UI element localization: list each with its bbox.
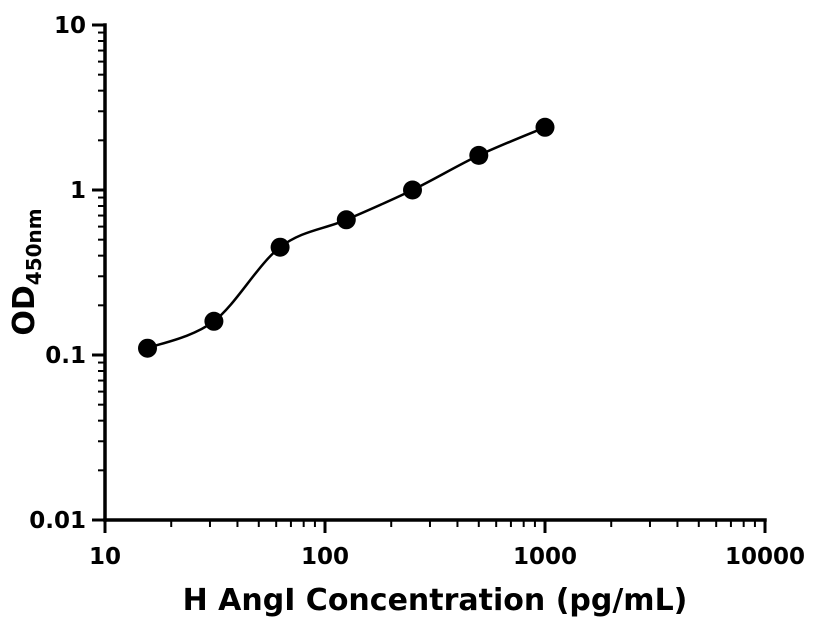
x-tick-label: 10 xyxy=(89,544,121,570)
x-tick-label: 100 xyxy=(301,544,349,570)
y-axis-label-main: OD xyxy=(7,285,42,335)
y-tick-label: 0.01 xyxy=(29,508,86,534)
x-axis: 10 100 1000 10000 xyxy=(89,518,805,570)
y-tick-label: 1 xyxy=(70,178,86,204)
y-tick-label: 0.1 xyxy=(45,343,86,369)
data-point xyxy=(336,210,356,230)
y-axis-label-subscript: 450nm xyxy=(22,208,46,285)
data-point xyxy=(138,338,157,358)
y-axis: 0.01 0.1 1 10 xyxy=(29,13,107,534)
y-tick-label: 10 xyxy=(54,13,86,39)
data-point xyxy=(403,180,422,200)
y-axis-label: OD450nm xyxy=(7,208,46,335)
x-tick-label: 1000 xyxy=(513,544,577,570)
x-tick-label: 10000 xyxy=(725,544,805,570)
data-point xyxy=(469,145,489,165)
data-point xyxy=(204,311,224,331)
data-point xyxy=(535,117,555,137)
x-axis-label: H AngI Concentration (pg/mL) xyxy=(183,583,688,618)
data-points xyxy=(138,117,555,358)
data-point xyxy=(270,237,290,257)
